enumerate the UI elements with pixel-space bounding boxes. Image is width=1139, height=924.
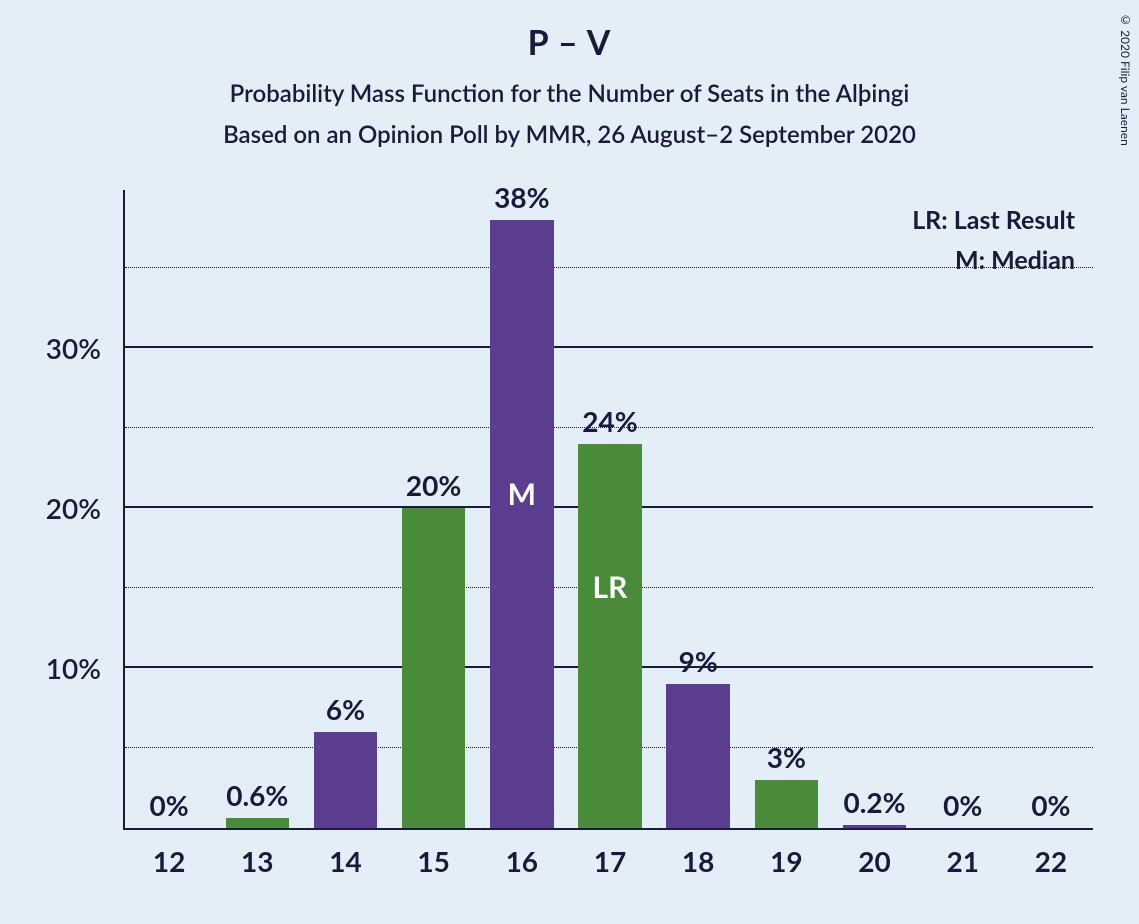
x-tick-label: 22	[1035, 844, 1067, 878]
bar-value-label: 6%	[301, 692, 390, 726]
bar-annotation: LR	[578, 569, 641, 605]
bar-value-label: 38%	[477, 180, 566, 214]
bar-slot: 0.2%	[843, 188, 906, 828]
bar	[226, 818, 289, 828]
bar-value-label: 0%	[125, 788, 214, 822]
bar-value-label: 3%	[742, 740, 831, 774]
chart-subtitle-1: Probability Mass Function for the Number…	[0, 79, 1139, 108]
copyright-text: © 2020 Filip van Laenen	[1118, 12, 1133, 146]
bar-value-label: 0%	[918, 788, 1007, 822]
bar	[402, 508, 465, 828]
bar-slot: 3%	[755, 188, 818, 828]
x-tick-label: 15	[417, 844, 449, 878]
x-tick-label: 17	[594, 844, 626, 878]
bar-value-label: 0%	[1006, 788, 1095, 822]
x-tick-label: 16	[506, 844, 538, 878]
x-tick-label: 14	[329, 844, 361, 878]
chart-container: LR: Last Result M: Median 10%20%30%0%120…	[38, 190, 1108, 890]
x-tick-label: 18	[682, 844, 714, 878]
bar-value-label: 24%	[566, 404, 655, 438]
bar	[578, 444, 641, 828]
chart-title: P – V	[0, 22, 1139, 63]
bar-slot: 0%	[931, 188, 994, 828]
x-tick-label: 20	[858, 844, 890, 878]
x-tick-label: 12	[153, 844, 185, 878]
bar	[666, 684, 729, 828]
bar-value-label: 20%	[389, 468, 478, 502]
bar-value-label: 0.6%	[213, 778, 302, 812]
y-tick-label: 20%	[46, 491, 101, 525]
bar-slot: 9%	[666, 188, 729, 828]
bar-annotation: M	[490, 476, 553, 512]
bar-slot: 0%	[1019, 188, 1082, 828]
x-tick-label: 21	[946, 844, 978, 878]
bar-slot: 0.6%	[226, 188, 289, 828]
bar-value-label: 0.2%	[830, 785, 919, 819]
title-block: P – V Probability Mass Function for the …	[0, 0, 1139, 149]
bar-value-label: 9%	[654, 644, 743, 678]
y-tick-label: 10%	[46, 651, 101, 685]
bar-slot: 6%	[314, 188, 377, 828]
bar-slot: 20%	[402, 188, 465, 828]
y-tick-label: 30%	[46, 331, 101, 365]
x-tick-label: 19	[770, 844, 802, 878]
chart-subtitle-2: Based on an Opinion Poll by MMR, 26 Augu…	[0, 120, 1139, 149]
bar-slot: 0%	[137, 188, 200, 828]
bar	[490, 220, 553, 828]
bar	[314, 732, 377, 828]
bar-slot: 24%	[578, 188, 641, 828]
bar	[843, 825, 906, 828]
plot-area: LR: Last Result M: Median 10%20%30%0%120…	[123, 190, 1093, 830]
bar	[755, 780, 818, 828]
x-tick-label: 13	[241, 844, 273, 878]
